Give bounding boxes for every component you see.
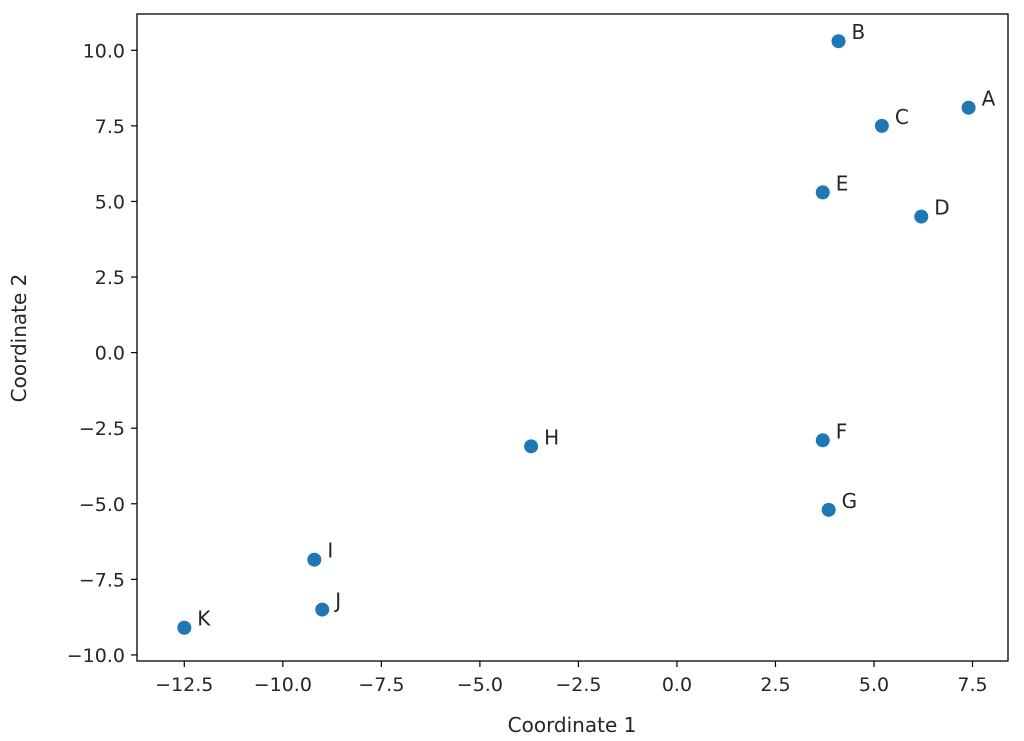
point-label-a: A bbox=[982, 87, 996, 111]
y-tick-label: 2.5 bbox=[95, 267, 125, 289]
point-label-g: G bbox=[842, 489, 858, 513]
plot-area bbox=[136, 13, 1009, 662]
point-labels: A B C D E F G H I J K bbox=[197, 20, 995, 631]
y-tick-label: −10.0 bbox=[67, 645, 125, 667]
x-tick-label: −10.0 bbox=[254, 674, 312, 696]
point-label-b: B bbox=[852, 20, 866, 44]
y-tick-label: −7.5 bbox=[79, 569, 125, 591]
y-tick-label: 10.0 bbox=[83, 40, 125, 62]
y-tick-label: −2.5 bbox=[79, 418, 125, 440]
point-label-f: F bbox=[836, 419, 848, 443]
point-label-j: J bbox=[333, 589, 341, 613]
point-d bbox=[913, 208, 930, 225]
point-a bbox=[960, 99, 977, 116]
y-tick-label: −5.0 bbox=[79, 494, 125, 516]
point-c bbox=[873, 117, 890, 134]
data-points bbox=[176, 33, 977, 636]
point-i bbox=[306, 551, 323, 568]
x-tick-label: 2.5 bbox=[760, 674, 790, 696]
axis-ticks: −12.5 −10.0 −7.5 −5.0 −2.5 0.0 2.5 5.0 7.5 −10.0 −… bbox=[67, 40, 988, 696]
x-tick-label: −7.5 bbox=[358, 674, 404, 696]
point-label-e: E bbox=[836, 171, 849, 195]
y-axis-title: Coordinate 2 bbox=[7, 274, 31, 403]
point-k bbox=[176, 619, 193, 636]
point-h bbox=[523, 438, 540, 455]
x-tick-label: −12.5 bbox=[155, 674, 213, 696]
y-tick-label: 0.0 bbox=[95, 343, 125, 365]
y-tick-label: 7.5 bbox=[95, 116, 125, 138]
point-label-d: D bbox=[934, 196, 949, 220]
point-label-h: H bbox=[544, 425, 559, 449]
point-label-i: I bbox=[327, 539, 333, 563]
x-tick-label: −5.0 bbox=[457, 674, 503, 696]
point-j bbox=[314, 601, 331, 618]
point-e bbox=[814, 184, 831, 201]
x-tick-label: 0.0 bbox=[662, 674, 692, 696]
point-b bbox=[830, 33, 847, 50]
plot-frame bbox=[136, 13, 1009, 662]
point-label-k: K bbox=[197, 607, 211, 631]
x-tick-label: −2.5 bbox=[555, 674, 601, 696]
point-f bbox=[814, 432, 831, 449]
x-tick-label: 5.0 bbox=[859, 674, 889, 696]
y-tick-label: 5.0 bbox=[95, 191, 125, 213]
point-label-c: C bbox=[895, 105, 909, 129]
point-g bbox=[820, 501, 837, 518]
x-tick-label: 7.5 bbox=[957, 674, 987, 696]
x-axis-title: Coordinate 1 bbox=[508, 713, 637, 737]
